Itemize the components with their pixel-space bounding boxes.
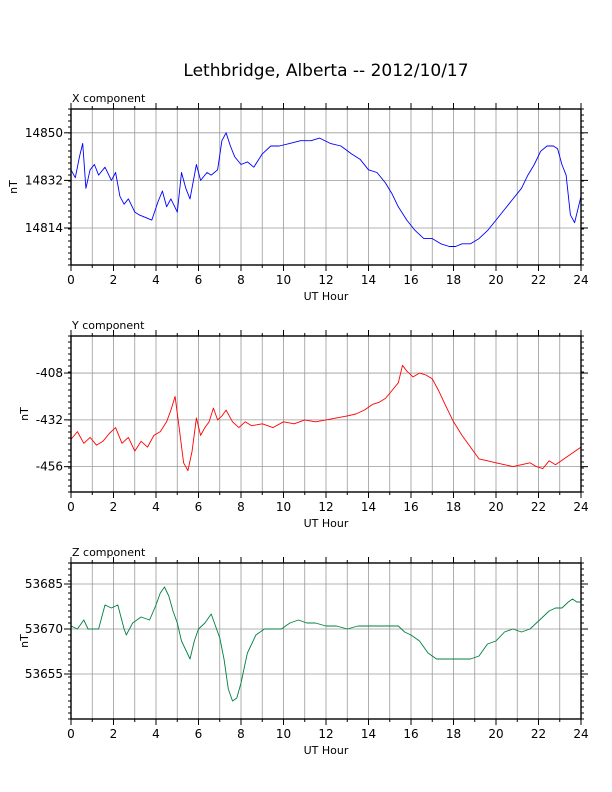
panel-label: X component (72, 92, 146, 105)
x-axis-title: UT Hour (304, 517, 349, 530)
x-tick-label: 12 (318, 273, 333, 287)
x-tick-label: 10 (276, 727, 291, 741)
x-tick-label: 18 (446, 500, 461, 514)
x-tick-label: 14 (361, 727, 376, 741)
x-tick-label: 6 (195, 727, 203, 741)
x-tick-label: 14 (361, 273, 376, 287)
figure-title: Lethbridge, Alberta -- 2012/10/17 (183, 61, 468, 81)
x-tick-label: 22 (531, 273, 546, 287)
x-tick-label: 6 (195, 273, 203, 287)
y-tick-label: -456 (36, 460, 63, 474)
data-series-line (70, 586, 581, 702)
data-series-line (70, 132, 582, 247)
panel-label: Y component (71, 319, 145, 332)
x-tick-label: 4 (152, 727, 160, 741)
x-tick-label: 20 (488, 727, 503, 741)
x-tick-label: 4 (152, 273, 160, 287)
x-tick-label: 2 (110, 727, 118, 741)
x-tick-label: 22 (531, 500, 546, 514)
x-tick-label: 16 (403, 500, 418, 514)
y-axis-title: nT (18, 634, 31, 648)
x-tick-label: 10 (276, 500, 291, 514)
x-tick-label: 20 (488, 500, 503, 514)
x-tick-label: 8 (237, 500, 245, 514)
x-tick-label: 0 (67, 500, 75, 514)
x-tick-label: 24 (573, 500, 588, 514)
x-tick-label: 2 (110, 273, 118, 287)
x-tick-label: 22 (531, 727, 546, 741)
x-tick-label: 18 (446, 273, 461, 287)
y-tick-label: 14850 (25, 126, 63, 140)
y-tick-label: -432 (36, 413, 63, 427)
x-tick-label: 12 (318, 727, 333, 741)
x-tick-label: 0 (67, 727, 75, 741)
x-tick-label: 8 (237, 727, 245, 741)
x-tick-label: 16 (403, 273, 418, 287)
y-tick-label: 14814 (25, 221, 63, 235)
x-tick-label: 8 (237, 273, 245, 287)
x-tick-label: 2 (110, 500, 118, 514)
x-tick-label: 0 (67, 273, 75, 287)
y-tick-label: 53685 (25, 577, 63, 591)
x-tick-label: 6 (195, 500, 203, 514)
x-tick-label: 14 (361, 500, 376, 514)
y-tick-label: 53670 (25, 622, 63, 636)
x-tick-label: 24 (573, 727, 588, 741)
y-tick-label: -408 (36, 366, 63, 380)
x-tick-label: 20 (488, 273, 503, 287)
x-tick-label: 4 (152, 500, 160, 514)
y-axis-title: nT (18, 407, 31, 421)
x-tick-label: 16 (403, 727, 418, 741)
x-tick-label: 18 (446, 727, 461, 741)
x-tick-label: 10 (276, 273, 291, 287)
x-axis-title: UT Hour (304, 290, 349, 303)
x-axis-title: UT Hour (304, 744, 349, 757)
data-series-line (70, 364, 582, 472)
panel-label: Z component (72, 546, 146, 559)
y-tick-label: 14832 (25, 173, 63, 187)
y-axis-title: nT (7, 180, 20, 194)
y-tick-label: 53655 (25, 667, 63, 681)
x-tick-label: 12 (318, 500, 333, 514)
x-tick-label: 24 (573, 273, 588, 287)
